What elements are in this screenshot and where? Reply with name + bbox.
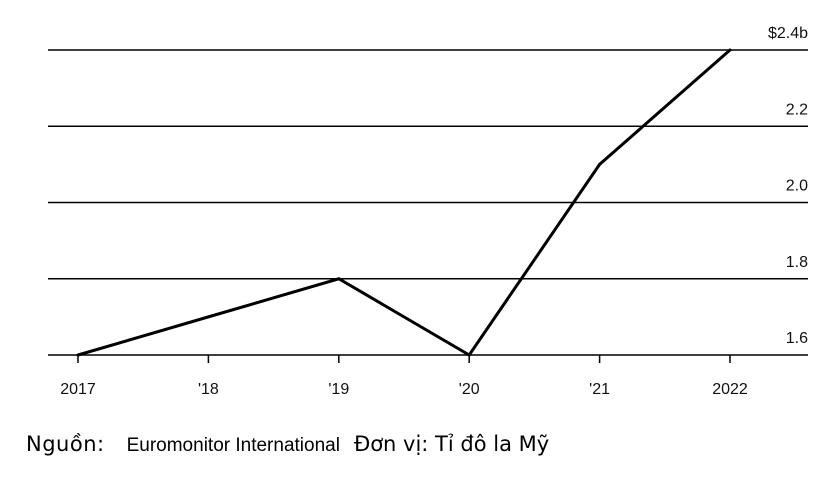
grid-lines (48, 49, 808, 280)
y-tick-label: 1.6 (786, 330, 808, 347)
data-point (206, 315, 210, 319)
x-tick-label: 2017 (60, 381, 96, 398)
source-label: Nguồn: (26, 432, 105, 456)
line-chart: $2.4b 2.2 2.0 1.8 1.6 2017 '18 '19 '20 '21 2022 (48, 25, 808, 398)
y-tick-label: $2.4b (768, 25, 808, 42)
x-tick-label: '20 (459, 381, 480, 398)
unit-note: Đơn vị: Tỉ đô la Mỹ (353, 432, 550, 456)
x-axis-labels: 2017 '18 '19 '20 '21 2022 (60, 381, 748, 398)
y-tick-label: 2.0 (786, 178, 808, 195)
x-axis-ticks (77, 355, 731, 363)
data-point (728, 48, 732, 52)
chart-footer: Nguồn: Euromonitor International Đơn vị:… (26, 432, 549, 464)
x-tick-label: '19 (328, 381, 349, 398)
y-tick-label: 1.8 (786, 254, 808, 271)
x-tick-label: '21 (589, 381, 610, 398)
y-axis-labels: $2.4b 2.2 2.0 1.8 1.6 (768, 25, 808, 347)
y-tick-label: 2.2 (786, 101, 808, 118)
data-point (467, 353, 471, 357)
data-point (337, 277, 341, 281)
data-point (598, 162, 602, 166)
source-value: Euromonitor International (126, 435, 340, 456)
series-layer (76, 48, 732, 358)
x-tick-label: 2022 (712, 381, 748, 398)
x-tick-label: '18 (198, 381, 219, 398)
data-point (76, 353, 80, 357)
series-line (77, 48, 731, 358)
